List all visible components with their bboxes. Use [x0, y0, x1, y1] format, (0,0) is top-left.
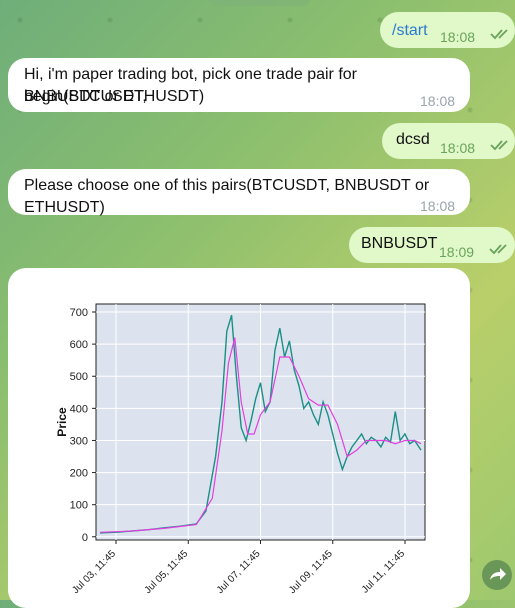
y-tick-label: 400: [70, 403, 88, 415]
y-tick-label: 0: [82, 532, 88, 544]
series-line: [99, 315, 422, 534]
message-text: Please choose one of this pairs(BTCUSDT,…: [24, 177, 430, 216]
y-tick-label: 500: [70, 371, 88, 383]
message-incoming[interactable]: Hi, i'm paper trading bot, pick one trad…: [8, 58, 470, 112]
x-tick-label: Jul 03, 11:45: [70, 548, 118, 596]
double-check-icon: [490, 29, 508, 40]
y-axis-label: Price: [55, 407, 69, 437]
message-time: 18:08: [420, 93, 456, 109]
message-text: BNBUSDT: [361, 235, 438, 252]
x-tick-label: Jul 05, 11:45: [143, 548, 191, 596]
price-chart: 0 100 200 300 400 500 600 700 Jul 03, 11:45 Jul 0…: [55, 303, 426, 596]
share-button[interactable]: [482, 560, 512, 590]
message-text-line: BNBUSDT or ETHUSDT): [24, 88, 205, 105]
message-text[interactable]: /start: [392, 22, 428, 39]
y-tick-label: 100: [70, 500, 88, 512]
message-text: dcsd: [396, 131, 430, 148]
message-outgoing[interactable]: dcsd 18:08: [382, 123, 515, 159]
double-check-icon: [489, 244, 507, 255]
x-tick-label: Jul 11, 11:45: [360, 548, 408, 596]
y-tick-label: 300: [70, 435, 88, 447]
message-time: 18:08: [440, 140, 476, 156]
x-tick-label: Jul 09, 11:45: [287, 548, 335, 596]
y-tick-label: 200: [70, 468, 88, 480]
message-time: 18:09: [439, 244, 475, 260]
message-time: 18:08: [420, 198, 456, 214]
series-line: [99, 337, 422, 533]
message-time: 18:08: [440, 29, 476, 45]
top-scroll-handle: [210, 0, 310, 6]
chart-message[interactable]: 0 100 200 300 400 500 600 700 Jul 03, 11:45 Jul 0…: [8, 268, 470, 608]
x-tick-label: Jul 07, 11:45: [215, 548, 263, 596]
message-outgoing[interactable]: BNBUSDT 18:09: [349, 227, 515, 263]
message-text-line: Hi, i'm paper trading bot, pick one trad…: [24, 66, 357, 105]
double-check-icon: [490, 140, 508, 151]
y-tick-label: 700: [70, 307, 88, 319]
share-arrow-icon: [490, 568, 506, 580]
y-tick-label: 600: [70, 339, 88, 351]
message-incoming[interactable]: Please choose one of this pairs(BTCUSDT,…: [8, 169, 470, 216]
message-outgoing[interactable]: /start 18:08: [380, 12, 515, 48]
